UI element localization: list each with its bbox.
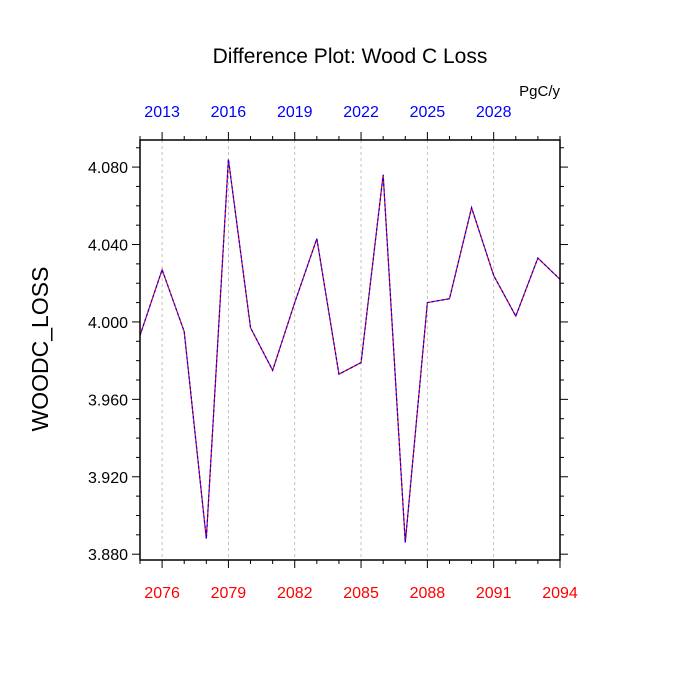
top-tick-label: 2028 [476, 104, 512, 121]
y-tick-label: 3.960 [88, 392, 128, 409]
plot-frame [139, 139, 561, 561]
ticks-layer [132, 132, 568, 568]
top-tick-label: 2016 [211, 104, 247, 121]
top-tick-label: 2013 [144, 104, 180, 121]
x-tick-label: 2076 [144, 585, 180, 602]
series-line-red [139, 159, 561, 543]
top-tick-label: 2025 [410, 104, 446, 121]
y-tick-label: 4.080 [88, 160, 128, 177]
y-tick-label: 3.920 [88, 470, 128, 487]
grid-layer [161, 140, 495, 560]
y-tick-label: 4.040 [88, 238, 128, 255]
series-layer [139, 159, 561, 543]
x-tick-label: 2094 [542, 585, 578, 602]
y-axis-label: WOODC_LOSS [27, 267, 53, 432]
tick-labels-layer: 2076 2079 2082 2085 2088 2091 2094 2013 2016 2019… [88, 104, 578, 602]
top-tick-label: 2019 [277, 104, 313, 121]
x-tick-label: 2088 [410, 585, 446, 602]
x-tick-label: 2085 [343, 585, 379, 602]
series-line-blue [139, 159, 561, 543]
units-label: PgC/y [519, 83, 560, 100]
chart-title: Difference Plot: Wood C Loss [213, 45, 488, 68]
x-tick-label: 2079 [211, 585, 247, 602]
y-tick-label: 4.000 [88, 315, 128, 332]
x-tick-label: 2091 [476, 585, 512, 602]
top-tick-label: 2022 [343, 104, 379, 121]
x-tick-label: 2082 [277, 585, 313, 602]
y-tick-label: 3.880 [88, 547, 128, 564]
